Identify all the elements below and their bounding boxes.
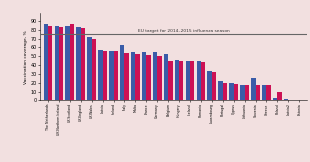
Bar [124,53,129,100]
Bar [153,52,157,100]
Y-axis label: Vaccination coverage, %: Vaccination coverage, % [24,30,29,84]
Bar [103,51,107,100]
Bar [255,85,260,100]
Bar [284,99,288,100]
Bar [273,98,277,100]
Bar [109,51,113,100]
Bar [223,83,227,100]
Bar [207,71,212,100]
Bar [229,83,234,100]
Bar [44,23,48,100]
Bar [168,61,172,100]
Bar [87,37,92,100]
Bar [262,85,267,100]
Bar [234,84,238,100]
Bar [186,61,190,100]
Bar [267,85,271,100]
Bar [146,55,151,100]
Bar [201,62,205,100]
Bar [135,54,140,100]
Bar [197,61,201,100]
Bar [190,61,194,100]
Bar [219,81,223,100]
Bar [212,72,216,100]
Bar [175,60,179,100]
Bar [277,93,282,100]
Bar [98,50,103,100]
Bar [120,45,124,100]
Bar [92,39,96,100]
Bar [142,52,146,100]
Bar [48,26,52,100]
Bar [245,85,249,100]
Bar [179,61,184,100]
Bar [240,85,245,100]
Bar [157,56,162,100]
Text: EU target for 2014–2015 influenza season: EU target for 2014–2015 influenza season [139,29,230,33]
Bar [59,27,63,100]
Bar [76,27,81,100]
Bar [55,26,59,100]
Bar [65,26,70,100]
Bar [70,23,74,100]
Bar [113,51,118,100]
Bar [81,28,85,100]
Bar [131,52,135,100]
Bar [164,54,168,100]
Bar [251,78,255,100]
